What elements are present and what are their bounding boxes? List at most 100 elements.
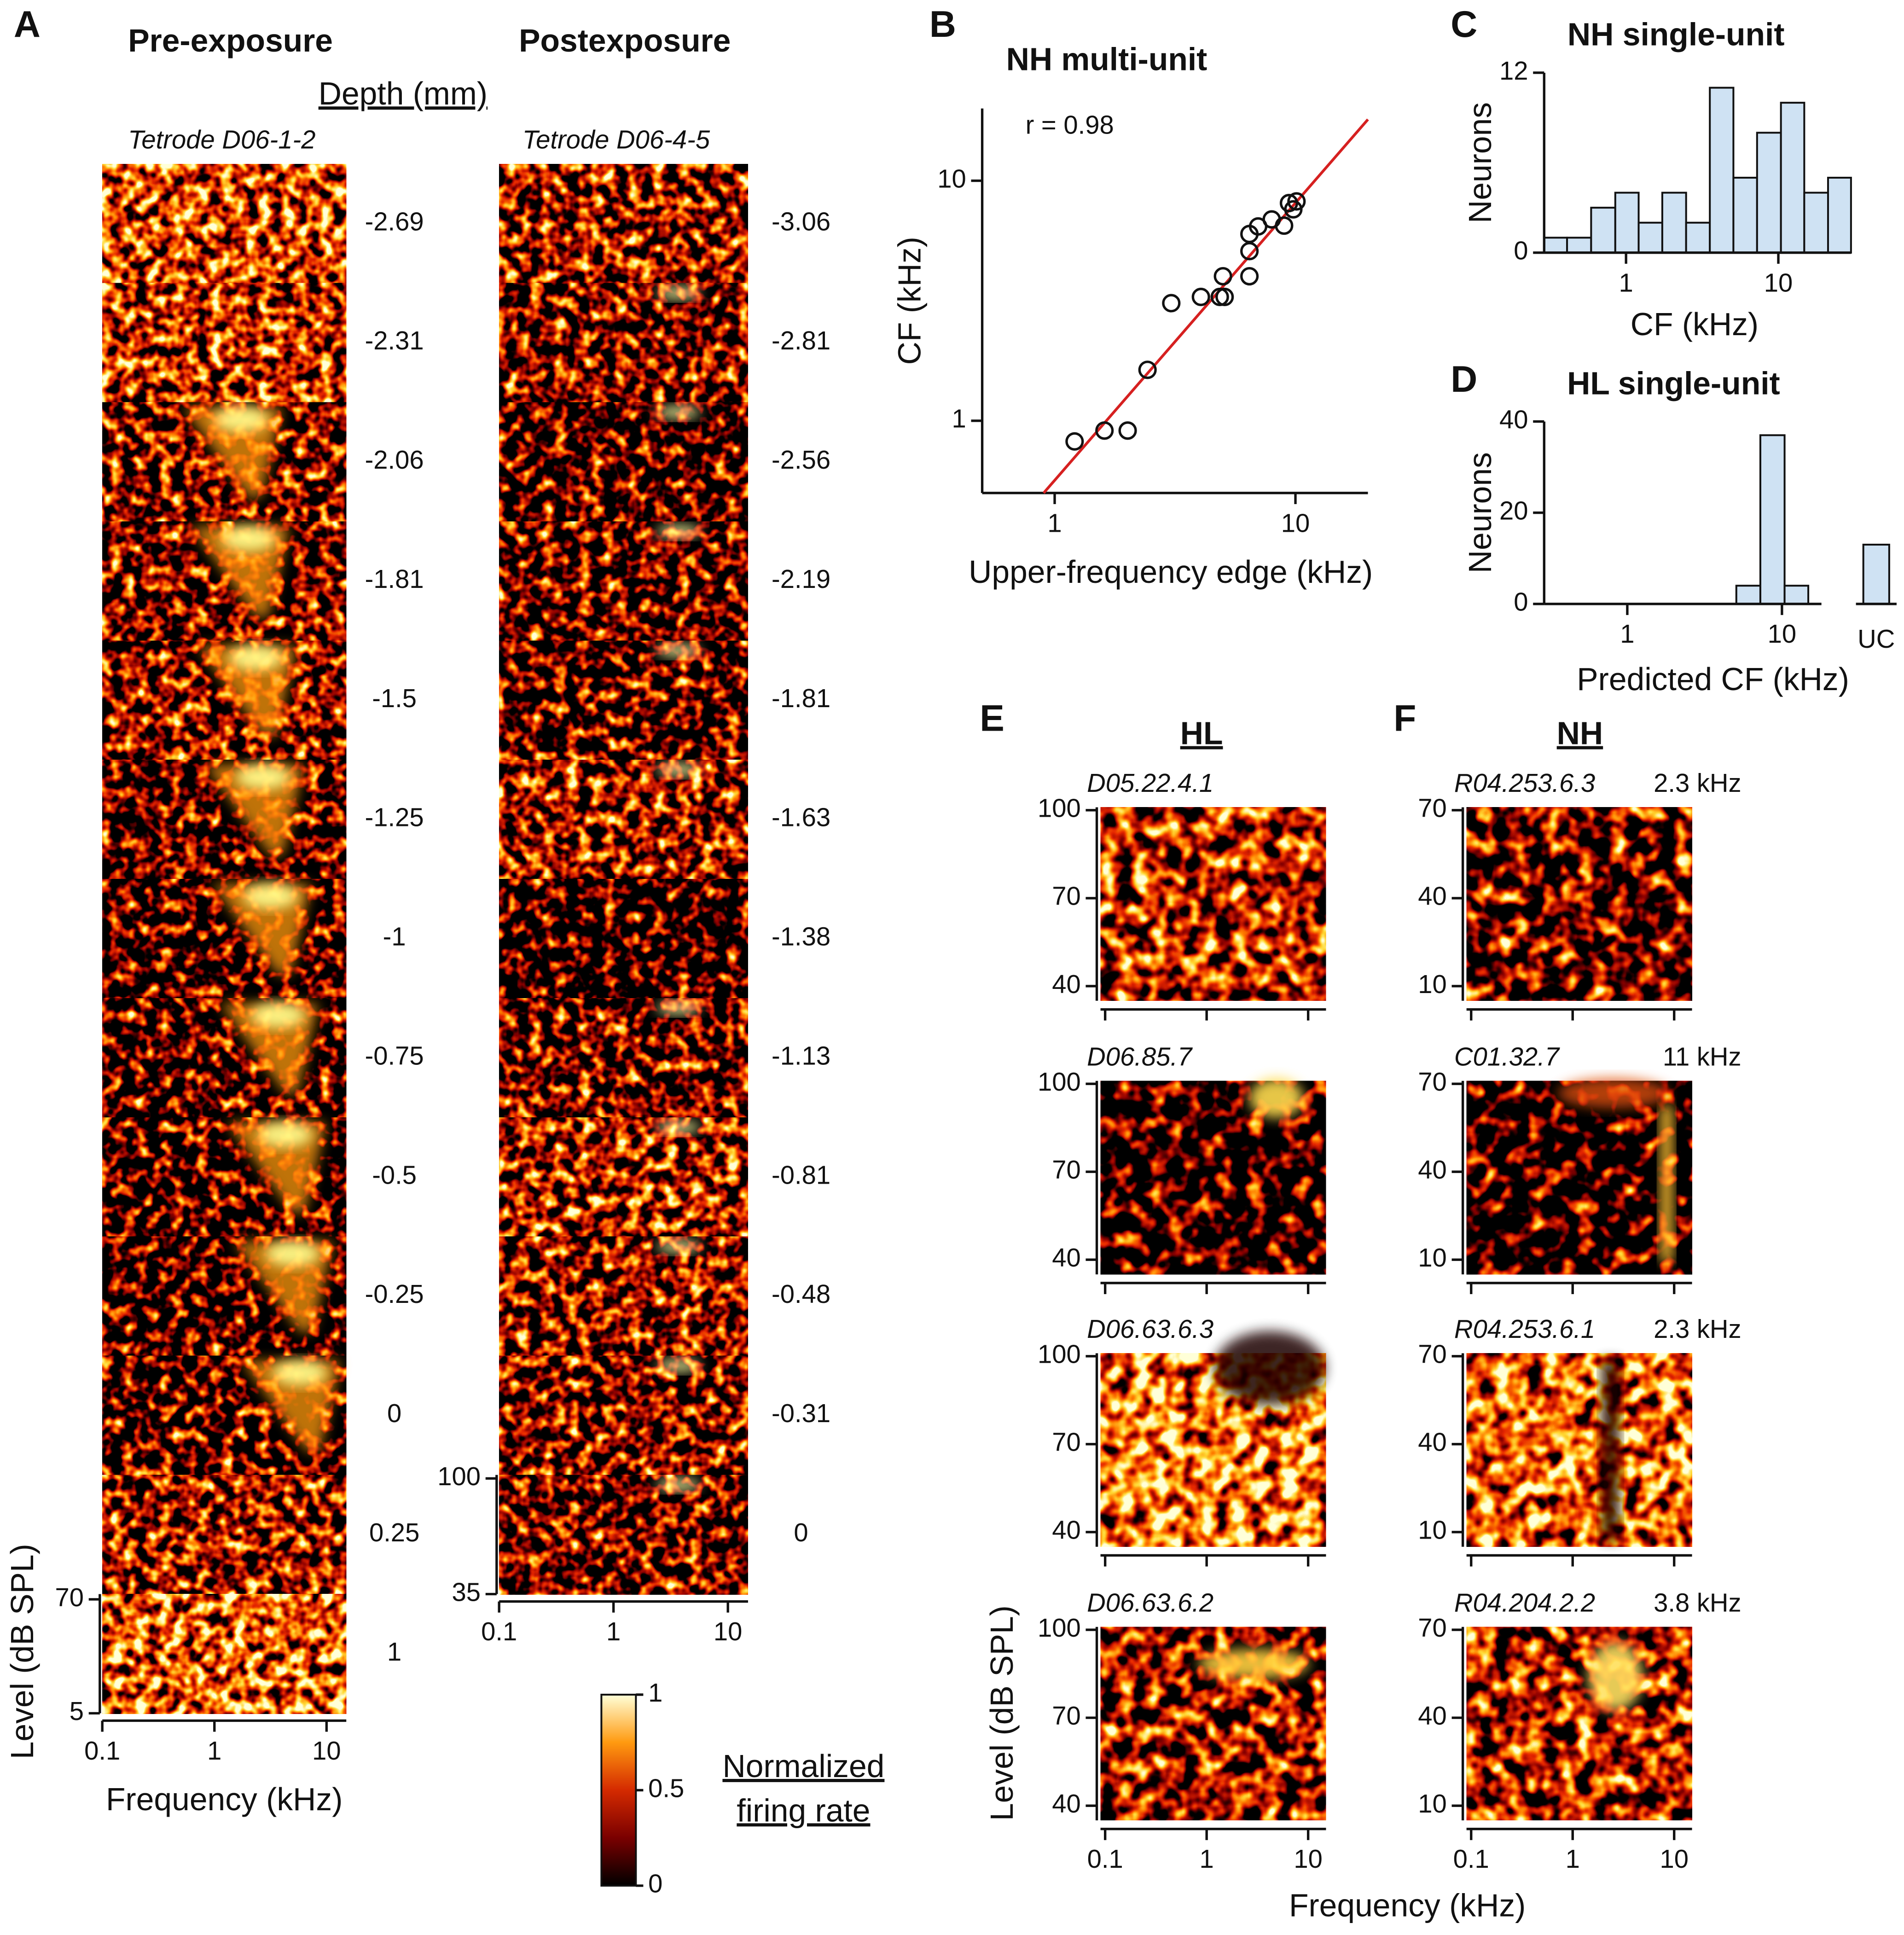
- y-tick-label: 70: [1052, 1428, 1081, 1457]
- tuning-area: [656, 1359, 701, 1372]
- heatmap-tile: [499, 879, 748, 999]
- tuning-area: [656, 525, 701, 538]
- bar: [1732, 176, 1758, 254]
- y-tick-label: 10: [1418, 1243, 1447, 1272]
- colorbar-tick-label: 0: [648, 1869, 662, 1898]
- y-tick-label: 70: [1418, 1613, 1447, 1642]
- bar: [1614, 192, 1640, 254]
- tuning-area: [1660, 1105, 1673, 1262]
- y-axis-label: Neurons: [1462, 102, 1498, 223]
- bar: [1759, 434, 1786, 605]
- tuning-area: [205, 765, 304, 855]
- bar: [1637, 221, 1663, 254]
- tuning-area: [656, 1240, 701, 1253]
- y-axis-label: CF (kHz): [891, 237, 927, 365]
- tuning-area: [221, 526, 276, 551]
- y-tick-label: 20: [1499, 496, 1528, 525]
- depth-label: -2.56: [772, 445, 830, 474]
- data-point: [1118, 421, 1137, 440]
- x-tick-label: UC: [1858, 624, 1895, 653]
- tuning-area: [236, 765, 290, 790]
- tuning-area: [220, 1003, 319, 1094]
- y-tick-label: 70: [1418, 1340, 1447, 1369]
- depth-label: -2.19: [772, 564, 830, 593]
- y-tick-label: 70: [1418, 1067, 1447, 1096]
- depth-label: -0.5: [372, 1160, 417, 1189]
- heatmap-tile: [499, 1117, 748, 1238]
- depth-label: -1.38: [772, 922, 830, 951]
- x-axis-label: Frequency (kHz): [106, 1781, 342, 1817]
- bar: [1780, 102, 1805, 254]
- y-tick-label: 40: [1052, 1243, 1081, 1272]
- tetrode-label: Tetrode D06-1-2: [128, 125, 315, 154]
- data-point: [1213, 267, 1232, 286]
- depth-label: -1.25: [365, 803, 424, 832]
- panel-letter: F: [1393, 697, 1416, 739]
- y-tick-label: 35: [452, 1577, 481, 1606]
- x-tick-label: 0.1: [481, 1617, 517, 1646]
- tuning-area: [656, 1478, 701, 1491]
- y-tick-label: 40: [1418, 1428, 1447, 1457]
- y-tick-label: 100: [1038, 1340, 1081, 1369]
- heatmap-tile: [499, 998, 748, 1118]
- heatmap-tile: [1100, 807, 1326, 1001]
- y-tick-label: 40: [1499, 405, 1528, 434]
- y-tick-label: 70: [55, 1583, 84, 1612]
- tuning-area: [1214, 1331, 1325, 1405]
- x-tick-label: 1: [1566, 1844, 1580, 1873]
- x-tick-label: 1: [1200, 1844, 1214, 1873]
- y-axis-label: Neurons: [1462, 452, 1498, 573]
- heatmap-tile: [499, 283, 748, 403]
- y-tick-label: 70: [1052, 882, 1081, 911]
- y-tick-label: 10: [937, 164, 966, 193]
- y-tick-label: 10: [1418, 1789, 1447, 1818]
- x-axis-label: Predicted CF (kHz): [1577, 661, 1849, 697]
- x-tick-label: 0.1: [84, 1736, 120, 1765]
- depth-label: 0: [794, 1518, 808, 1547]
- unit-label: D05.22.4.1: [1087, 768, 1213, 797]
- y-tick-label: 12: [1499, 56, 1528, 85]
- y-tick-label: 0: [1514, 587, 1528, 616]
- y-tick-label: 100: [1038, 1613, 1081, 1642]
- data-point: [1240, 267, 1259, 286]
- depth-label: -2.06: [365, 445, 424, 474]
- colorbar-tick-label: 1: [648, 1678, 662, 1707]
- y-axis-label: Level (dB SPL): [984, 1605, 1020, 1821]
- y-tick-label: 10: [1418, 1516, 1447, 1545]
- y-tick-label: 100: [437, 1462, 481, 1491]
- tuning-area: [229, 645, 283, 670]
- tuning-area: [212, 883, 312, 975]
- unit-label: D06.85.7: [1087, 1042, 1193, 1071]
- data-point: [1191, 287, 1210, 307]
- heatmap-tile: [499, 164, 748, 284]
- tuning-area: [191, 526, 290, 617]
- tuning-area: [258, 1122, 313, 1147]
- depth-label: -2.31: [365, 326, 424, 355]
- y-tick-label: 0: [1514, 236, 1528, 265]
- tuning-area: [656, 286, 701, 299]
- tuning-area: [656, 763, 701, 776]
- y-tick-label: 1: [952, 404, 966, 433]
- tetrode-label: Tetrode D06-4-5: [522, 125, 710, 154]
- y-tick-label: 5: [70, 1697, 84, 1726]
- fit-line: [1042, 118, 1369, 494]
- unit-label: C01.32.7: [1454, 1042, 1560, 1071]
- tuning-area: [227, 1122, 326, 1213]
- y-tick-label: 40: [1052, 1789, 1081, 1818]
- depth-label: -0.75: [365, 1041, 424, 1070]
- y-tick-label: 10: [1418, 970, 1447, 999]
- heatmap-tile: [1466, 1353, 1692, 1547]
- cf-label: 11 kHz: [1663, 1042, 1741, 1071]
- colorbar-tick-label: 0.5: [648, 1773, 684, 1802]
- heatmap-tile: [102, 164, 347, 284]
- tuning-area: [1249, 1078, 1304, 1118]
- x-tick-label: 10: [1768, 619, 1797, 648]
- x-tick-label: 10: [1660, 1844, 1689, 1873]
- tuning-area: [1198, 1649, 1310, 1679]
- y-tick-label: 70: [1418, 794, 1447, 823]
- panel-letter: A: [14, 4, 41, 45]
- heatmap-tile: [102, 283, 347, 403]
- heatmap-tile: [1466, 1081, 1692, 1275]
- depth-header: Depth (mm): [319, 76, 488, 111]
- unit-label: R04.253.6.1: [1454, 1314, 1595, 1343]
